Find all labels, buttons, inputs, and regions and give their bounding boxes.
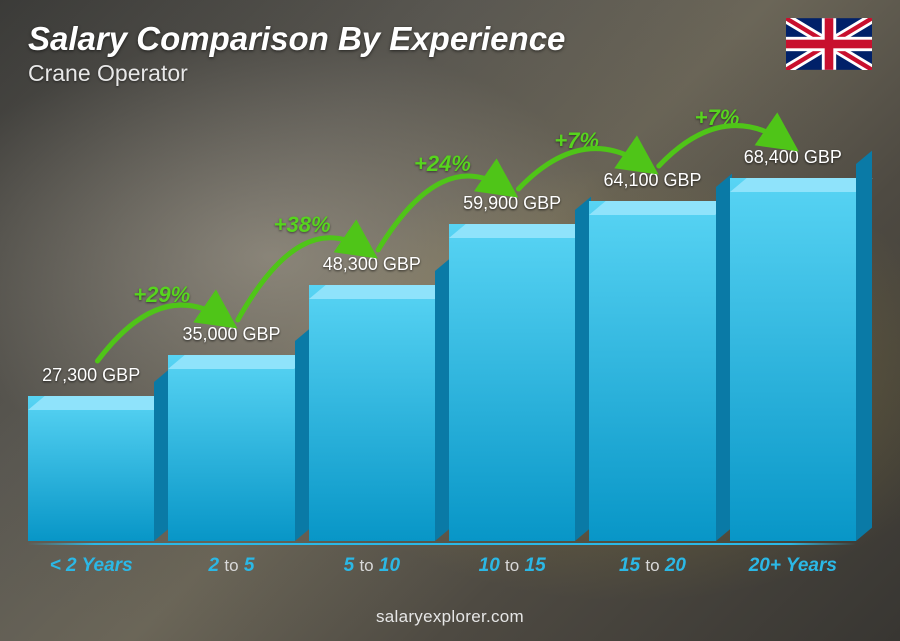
bar-value-label: 35,000 GBP <box>182 324 280 345</box>
x-label: 10 to 15 <box>449 555 575 577</box>
x-label: 20+ Years <box>730 555 856 577</box>
bar <box>28 396 154 541</box>
bar-value-label: 68,400 GBP <box>744 147 842 168</box>
bar <box>449 224 575 541</box>
bar-col-1: 35,000 GBP <box>168 324 294 541</box>
bar-value-label: 27,300 GBP <box>42 365 140 386</box>
bar <box>168 355 294 541</box>
bar <box>730 178 856 541</box>
page-title: Salary Comparison By Experience <box>28 20 872 58</box>
bar-col-3: 59,900 GBP <box>449 193 575 541</box>
x-axis-line <box>28 543 856 545</box>
bar-col-2: 48,300 GBP <box>309 254 435 541</box>
page-subtitle: Crane Operator <box>28 60 872 87</box>
bar-value-label: 64,100 GBP <box>603 170 701 191</box>
x-label: < 2 Years <box>28 555 154 577</box>
bar-col-4: 64,100 GBP <box>589 170 715 541</box>
footer-attribution: salaryexplorer.com <box>0 607 900 627</box>
x-label: 15 to 20 <box>589 555 715 577</box>
bar-col-0: 27,300 GBP <box>28 365 154 541</box>
bar-value-label: 59,900 GBP <box>463 193 561 214</box>
bar <box>309 285 435 541</box>
bar <box>589 201 715 541</box>
salary-bar-chart: 27,300 GBP 35,000 GBP 48,300 GBP 59,900 GBP… <box>28 110 856 577</box>
uk-flag-icon <box>786 18 872 70</box>
bar-value-label: 48,300 GBP <box>323 254 421 275</box>
x-label: 2 to 5 <box>168 555 294 577</box>
x-label: 5 to 10 <box>309 555 435 577</box>
bar-col-5: 68,400 GBP <box>730 147 856 541</box>
